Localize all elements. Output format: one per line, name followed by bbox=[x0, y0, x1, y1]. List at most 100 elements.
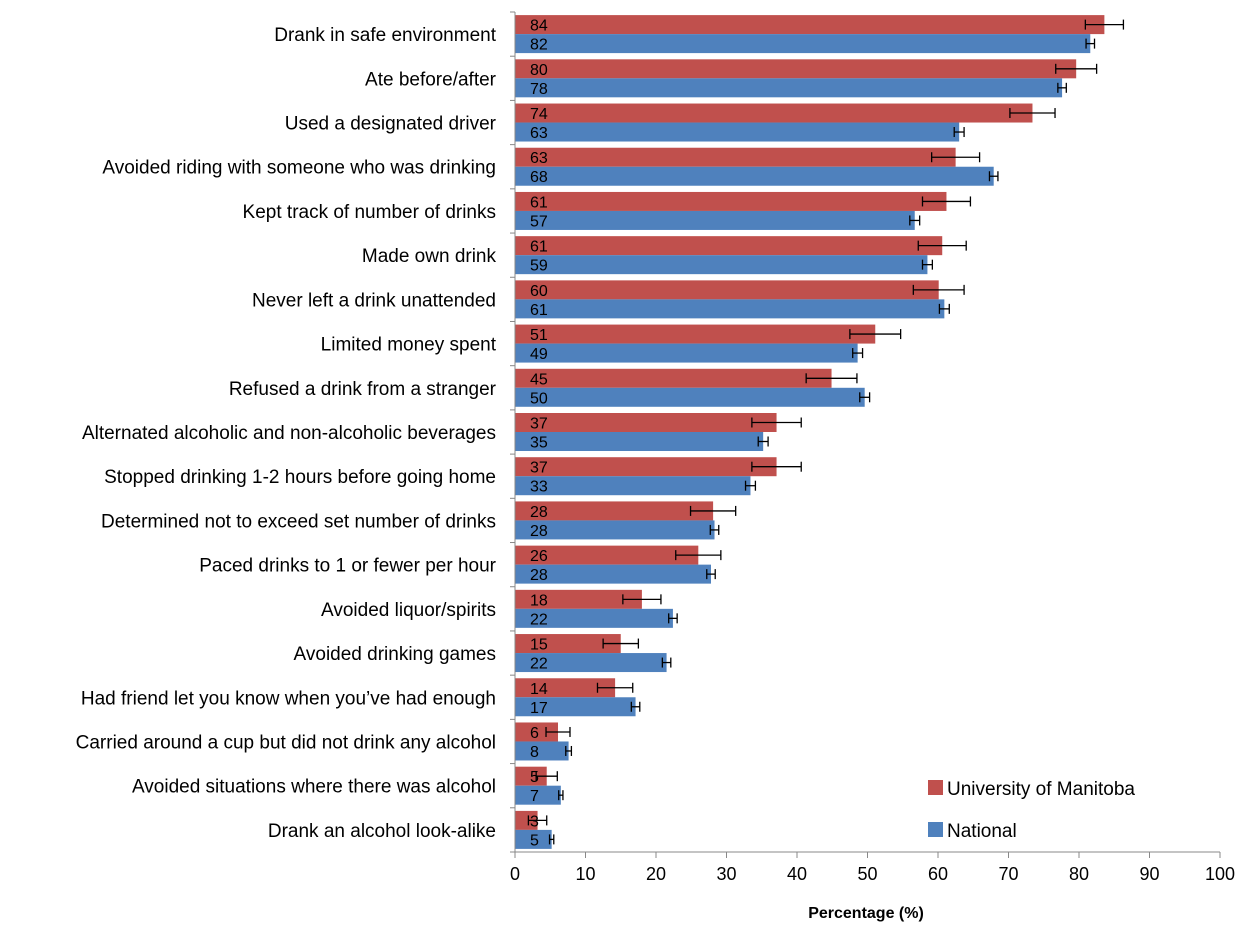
category-label: Refused a drink from a stranger bbox=[229, 379, 497, 400]
x-tick-label: 30 bbox=[716, 864, 736, 884]
category-label: Made own drink bbox=[362, 246, 497, 267]
bar bbox=[515, 722, 559, 742]
bars-layer bbox=[515, 15, 1105, 849]
legend-label: University of Manitoba bbox=[947, 779, 1135, 800]
data-label: 14 bbox=[530, 681, 548, 698]
bar bbox=[515, 413, 777, 432]
category-label: Avoided situations where there was alcoh… bbox=[132, 777, 496, 798]
category-label: Never left a drink unattended bbox=[252, 290, 496, 311]
data-label: 68 bbox=[530, 169, 548, 186]
data-label: 50 bbox=[530, 390, 548, 407]
bar bbox=[515, 476, 751, 496]
category-label: Paced drinks to 1 or fewer per hour bbox=[199, 556, 496, 577]
bar bbox=[515, 15, 1105, 35]
bar bbox=[515, 255, 928, 275]
bar bbox=[515, 103, 1033, 123]
x-tick-label: 20 bbox=[646, 864, 666, 884]
x-tick-label: 60 bbox=[928, 864, 948, 884]
legend-swatch bbox=[928, 780, 943, 795]
bar bbox=[515, 653, 667, 673]
bar bbox=[515, 147, 956, 167]
x-tick-label: 80 bbox=[1069, 864, 1089, 884]
category-label: Had friend let you know when you’ve had … bbox=[81, 688, 496, 709]
bar bbox=[515, 78, 1063, 98]
data-label: 51 bbox=[530, 327, 548, 344]
bar bbox=[515, 634, 621, 654]
bar bbox=[515, 810, 538, 830]
category-label: Limited money spent bbox=[321, 335, 497, 356]
bar bbox=[515, 829, 552, 849]
data-label: 45 bbox=[530, 371, 548, 388]
bar bbox=[515, 608, 673, 628]
category-label: Avoided drinking games bbox=[294, 644, 496, 665]
data-label: 22 bbox=[530, 656, 548, 673]
bar bbox=[515, 343, 858, 363]
data-label: 5 bbox=[530, 769, 539, 786]
bar bbox=[515, 678, 616, 698]
category-labels-layer: Drank in safe environment Ate before/afte… bbox=[76, 25, 497, 842]
legend-swatch bbox=[928, 822, 943, 837]
x-tick-label: 10 bbox=[575, 864, 595, 884]
data-label: 33 bbox=[530, 479, 548, 496]
category-label: Drank in safe environment bbox=[274, 25, 496, 46]
category-label: Drank an alcohol look-alike bbox=[268, 821, 496, 842]
data-label: 74 bbox=[530, 106, 548, 123]
data-label: 3 bbox=[530, 813, 539, 830]
data-label: 82 bbox=[530, 37, 548, 54]
data-label: 17 bbox=[530, 700, 548, 717]
data-label: 80 bbox=[530, 62, 548, 79]
category-label: Avoided liquor/spirits bbox=[321, 600, 496, 621]
data-label: 61 bbox=[530, 239, 548, 256]
x-axis-title: Percentage (%) bbox=[808, 905, 924, 922]
bar bbox=[515, 34, 1091, 54]
bar bbox=[515, 236, 943, 256]
bar bbox=[515, 166, 994, 186]
category-label: Used a designated driver bbox=[285, 114, 497, 135]
category-label: Stopped drinking 1-2 hours before going … bbox=[104, 467, 496, 488]
bar bbox=[515, 545, 699, 565]
bar bbox=[515, 122, 960, 142]
data-label: 28 bbox=[530, 504, 548, 521]
bar bbox=[515, 766, 547, 786]
data-label: 28 bbox=[530, 567, 548, 584]
bar bbox=[515, 697, 636, 717]
bar bbox=[515, 457, 777, 477]
data-label: 61 bbox=[530, 302, 548, 319]
data-label: 5 bbox=[530, 832, 539, 849]
bar bbox=[515, 520, 715, 540]
data-label: 35 bbox=[530, 435, 548, 452]
data-label: 63 bbox=[530, 125, 548, 142]
bar bbox=[515, 324, 876, 344]
x-tick-label: 0 bbox=[510, 864, 520, 884]
x-tick-label: 40 bbox=[787, 864, 807, 884]
bar bbox=[515, 501, 714, 521]
bar bbox=[515, 368, 832, 388]
bar bbox=[515, 280, 939, 300]
bar bbox=[515, 589, 642, 609]
data-label: 8 bbox=[530, 744, 539, 761]
data-label: 15 bbox=[530, 637, 548, 654]
x-tick-label: 70 bbox=[998, 864, 1018, 884]
data-label: 37 bbox=[530, 416, 548, 433]
data-labels-layer: 8482807874636368615761596061514945503735… bbox=[530, 18, 548, 850]
x-tick-label: 100 bbox=[1205, 864, 1235, 884]
data-label: 63 bbox=[530, 150, 548, 167]
data-label: 59 bbox=[530, 258, 548, 275]
bar bbox=[515, 564, 711, 584]
x-tick-label: 50 bbox=[857, 864, 877, 884]
category-label: Alternated alcoholic and non-alcoholic b… bbox=[82, 423, 496, 444]
data-label: 84 bbox=[530, 18, 548, 35]
data-label: 28 bbox=[530, 523, 548, 540]
data-label: 49 bbox=[530, 346, 548, 363]
data-label: 61 bbox=[530, 194, 548, 211]
x-axis: 0 10 20 30 40 50 60 70 80 90 100 bbox=[510, 11, 1235, 884]
legend: University of Manitoba National bbox=[928, 779, 1135, 842]
bar bbox=[515, 59, 1077, 79]
bar bbox=[515, 785, 561, 805]
category-label: Ate before/after bbox=[365, 69, 497, 90]
data-label: 6 bbox=[530, 725, 539, 742]
bar bbox=[515, 387, 865, 407]
bar bbox=[515, 210, 915, 230]
category-label: Determined not to exceed set number of d… bbox=[101, 511, 496, 532]
